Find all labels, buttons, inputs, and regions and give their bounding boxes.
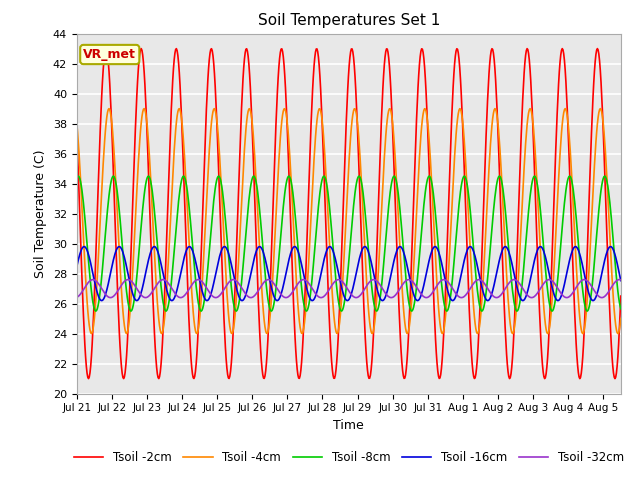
Tsoil -4cm <box>617 316 625 322</box>
Tsoil -4cm <box>305 255 313 261</box>
Tsoil -32cm <box>463 290 471 296</box>
Tsoil -32cm <box>598 295 605 300</box>
Line: Tsoil -16cm: Tsoil -16cm <box>77 247 621 300</box>
Tsoil -4cm <box>149 220 157 226</box>
Tsoil -16cm <box>73 264 81 269</box>
Tsoil -16cm <box>80 244 88 250</box>
Tsoil -2cm <box>149 296 157 301</box>
Legend: Tsoil -2cm, Tsoil -4cm, Tsoil -8cm, Tsoil -16cm, Tsoil -32cm: Tsoil -2cm, Tsoil -4cm, Tsoil -8cm, Tsoi… <box>69 446 628 469</box>
Tsoil -8cm <box>73 176 81 181</box>
Tsoil -8cm <box>465 191 472 197</box>
Title: Soil Temperatures Set 1: Soil Temperatures Set 1 <box>258 13 440 28</box>
Tsoil -16cm <box>307 296 314 302</box>
Tsoil -8cm <box>617 306 625 312</box>
Tsoil -2cm <box>611 376 619 382</box>
Tsoil -4cm <box>596 106 604 111</box>
Tsoil -8cm <box>150 208 158 214</box>
Tsoil -4cm <box>614 331 621 336</box>
Text: VR_met: VR_met <box>83 48 136 61</box>
Tsoil -8cm <box>327 219 335 225</box>
Tsoil -4cm <box>476 317 484 323</box>
Tsoil -2cm <box>463 248 471 253</box>
Tsoil -4cm <box>326 240 333 245</box>
Tsoil -32cm <box>326 287 333 292</box>
Tsoil -16cm <box>327 244 335 250</box>
Tsoil -32cm <box>149 288 157 294</box>
X-axis label: Time: Time <box>333 419 364 432</box>
Tsoil -2cm <box>326 319 333 324</box>
Line: Tsoil -2cm: Tsoil -2cm <box>77 48 621 379</box>
Tsoil -8cm <box>92 308 100 314</box>
Tsoil -2cm <box>476 298 484 304</box>
Tsoil -2cm <box>593 46 601 51</box>
Tsoil -4cm <box>75 150 83 156</box>
Tsoil -8cm <box>478 308 486 314</box>
Tsoil -16cm <box>478 283 486 289</box>
Tsoil -8cm <box>307 292 314 298</box>
Tsoil -32cm <box>305 281 313 287</box>
Tsoil -2cm <box>73 128 81 134</box>
Tsoil -16cm <box>75 254 83 260</box>
Tsoil -32cm <box>617 277 625 283</box>
Tsoil -16cm <box>98 298 106 303</box>
Tsoil -8cm <box>76 176 84 181</box>
Tsoil -32cm <box>75 293 83 299</box>
Tsoil -32cm <box>476 277 484 283</box>
Tsoil -32cm <box>616 277 623 283</box>
Tsoil -2cm <box>617 293 625 299</box>
Line: Tsoil -4cm: Tsoil -4cm <box>77 108 621 334</box>
Line: Tsoil -8cm: Tsoil -8cm <box>77 176 621 311</box>
Line: Tsoil -32cm: Tsoil -32cm <box>77 280 621 298</box>
Tsoil -2cm <box>75 189 83 195</box>
Tsoil -4cm <box>73 121 81 127</box>
Tsoil -2cm <box>305 180 313 186</box>
Tsoil -32cm <box>73 294 81 300</box>
Tsoil -4cm <box>463 185 471 191</box>
Y-axis label: Soil Temperature (C): Soil Temperature (C) <box>35 149 47 278</box>
Tsoil -8cm <box>74 173 82 179</box>
Tsoil -16cm <box>465 245 472 251</box>
Tsoil -16cm <box>150 244 158 250</box>
Tsoil -16cm <box>617 278 625 284</box>
